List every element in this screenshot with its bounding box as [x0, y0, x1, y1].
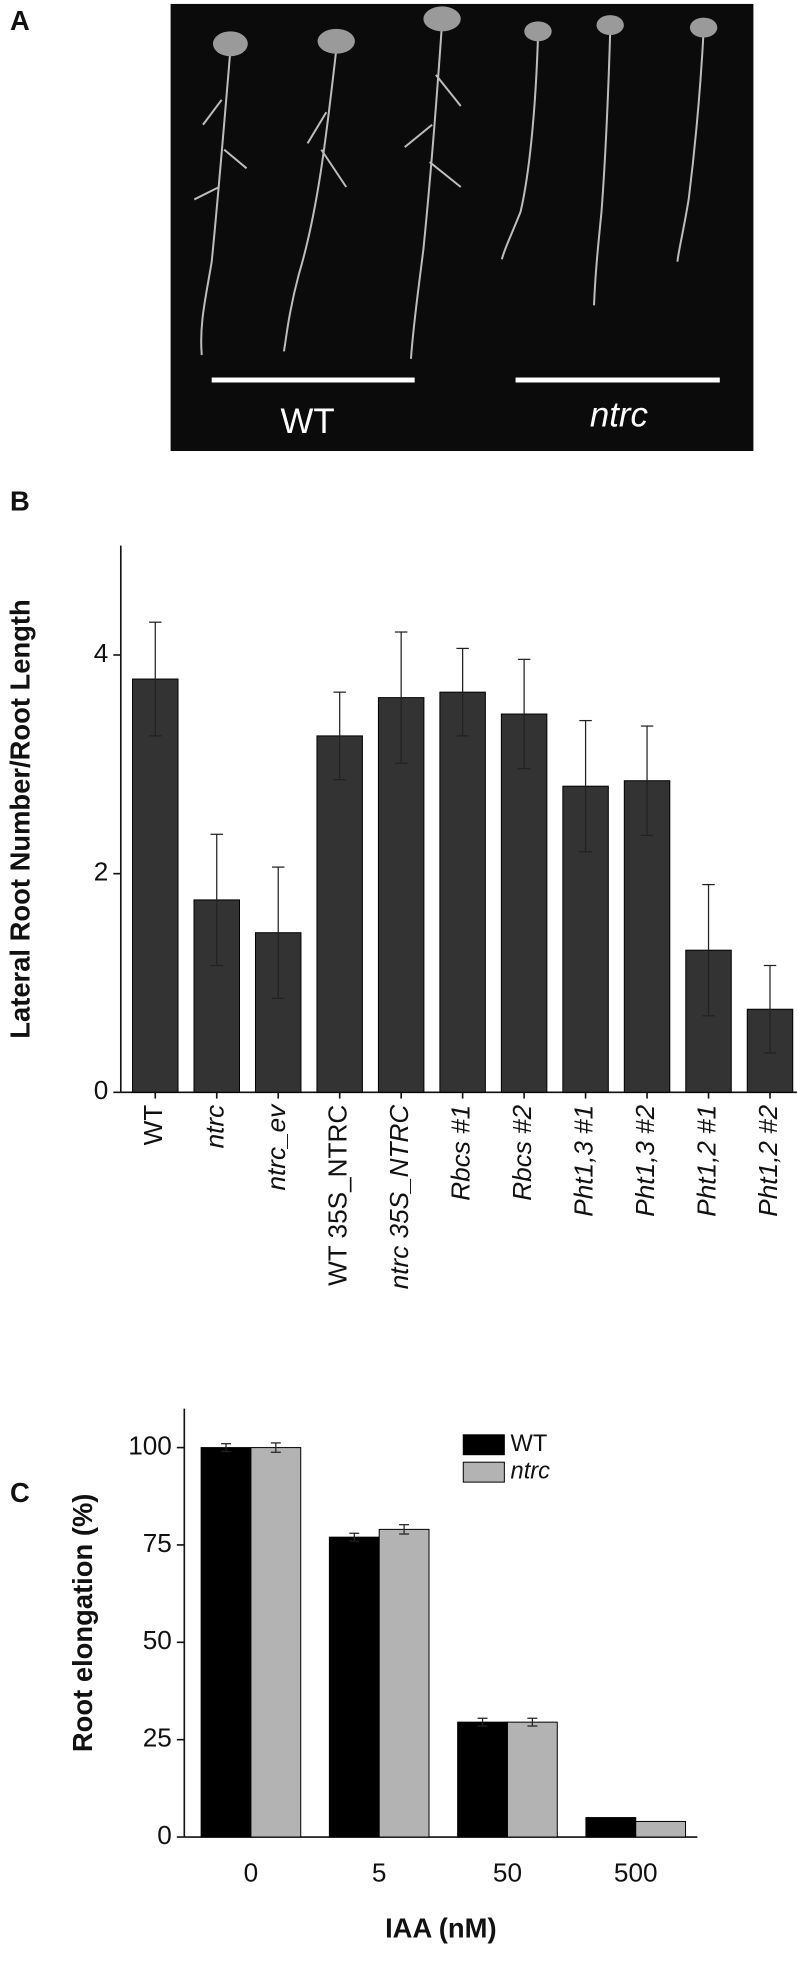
panel-label: B [10, 486, 30, 517]
bar [457, 1721, 508, 1838]
x-tick-label: WT [138, 1105, 168, 1146]
bar [200, 1447, 252, 1838]
bar [132, 678, 179, 1093]
x-tick-label: Pht1,2 #2 [753, 1104, 783, 1216]
x-tick-label: Rbcs #1 [446, 1105, 476, 1201]
y-tick-label: 4 [94, 638, 109, 668]
x-tick-label: 50 [493, 1857, 522, 1887]
bar [328, 1536, 380, 1838]
bar [635, 1820, 687, 1838]
x-tick-label: Rbcs #2 [507, 1104, 537, 1200]
y-axis-title: Root elongation (%) [67, 1494, 98, 1753]
legend-swatch [462, 1434, 505, 1456]
x-tick-label: Pht1,3 #1 [568, 1105, 598, 1217]
legend-swatch [462, 1461, 505, 1483]
x-tick-label: 500 [614, 1857, 658, 1887]
bar [250, 1447, 302, 1838]
y-tick-label: 25 [143, 1723, 172, 1753]
bar [439, 691, 486, 1093]
bar [585, 1817, 637, 1838]
bar [316, 735, 363, 1093]
y-tick-label: 2 [94, 857, 109, 887]
y-axis-title: Lateral Root Number/Root Length [5, 599, 36, 1039]
x-tick-label: WT 35S_NTRC [323, 1105, 353, 1286]
y-tick-label: 0 [94, 1075, 109, 1105]
legend-label: ntrc [511, 1458, 551, 1484]
photo-label: WT [280, 402, 334, 441]
panel-label: A [10, 5, 30, 36]
bar [500, 713, 548, 1093]
panel-label: C [10, 1477, 30, 1508]
x-axis-title: IAA (nM) [385, 1913, 497, 1944]
x-tick-label: Pht1,3 #2 [630, 1104, 660, 1216]
photo-label: ntrc [590, 396, 649, 435]
y-tick-label: 0 [157, 1820, 172, 1850]
x-tick-label: 0 [244, 1857, 259, 1887]
legend-label: WT [511, 1431, 548, 1457]
bar [378, 1528, 430, 1838]
x-tick-label: ntrc [200, 1105, 230, 1149]
x-tick-label: ntrc_ev [261, 1103, 291, 1191]
x-tick-label: Pht1,2 #1 [691, 1105, 721, 1217]
y-tick-label: 100 [128, 1430, 172, 1460]
bar [506, 1721, 558, 1838]
x-tick-label: 5 [372, 1857, 387, 1887]
photo: WT ntrc [170, 3, 754, 451]
x-tick-label: ntrc 35S_NTRC [384, 1104, 414, 1290]
y-tick-label: 75 [143, 1528, 172, 1558]
y-tick-label: 50 [143, 1625, 172, 1655]
